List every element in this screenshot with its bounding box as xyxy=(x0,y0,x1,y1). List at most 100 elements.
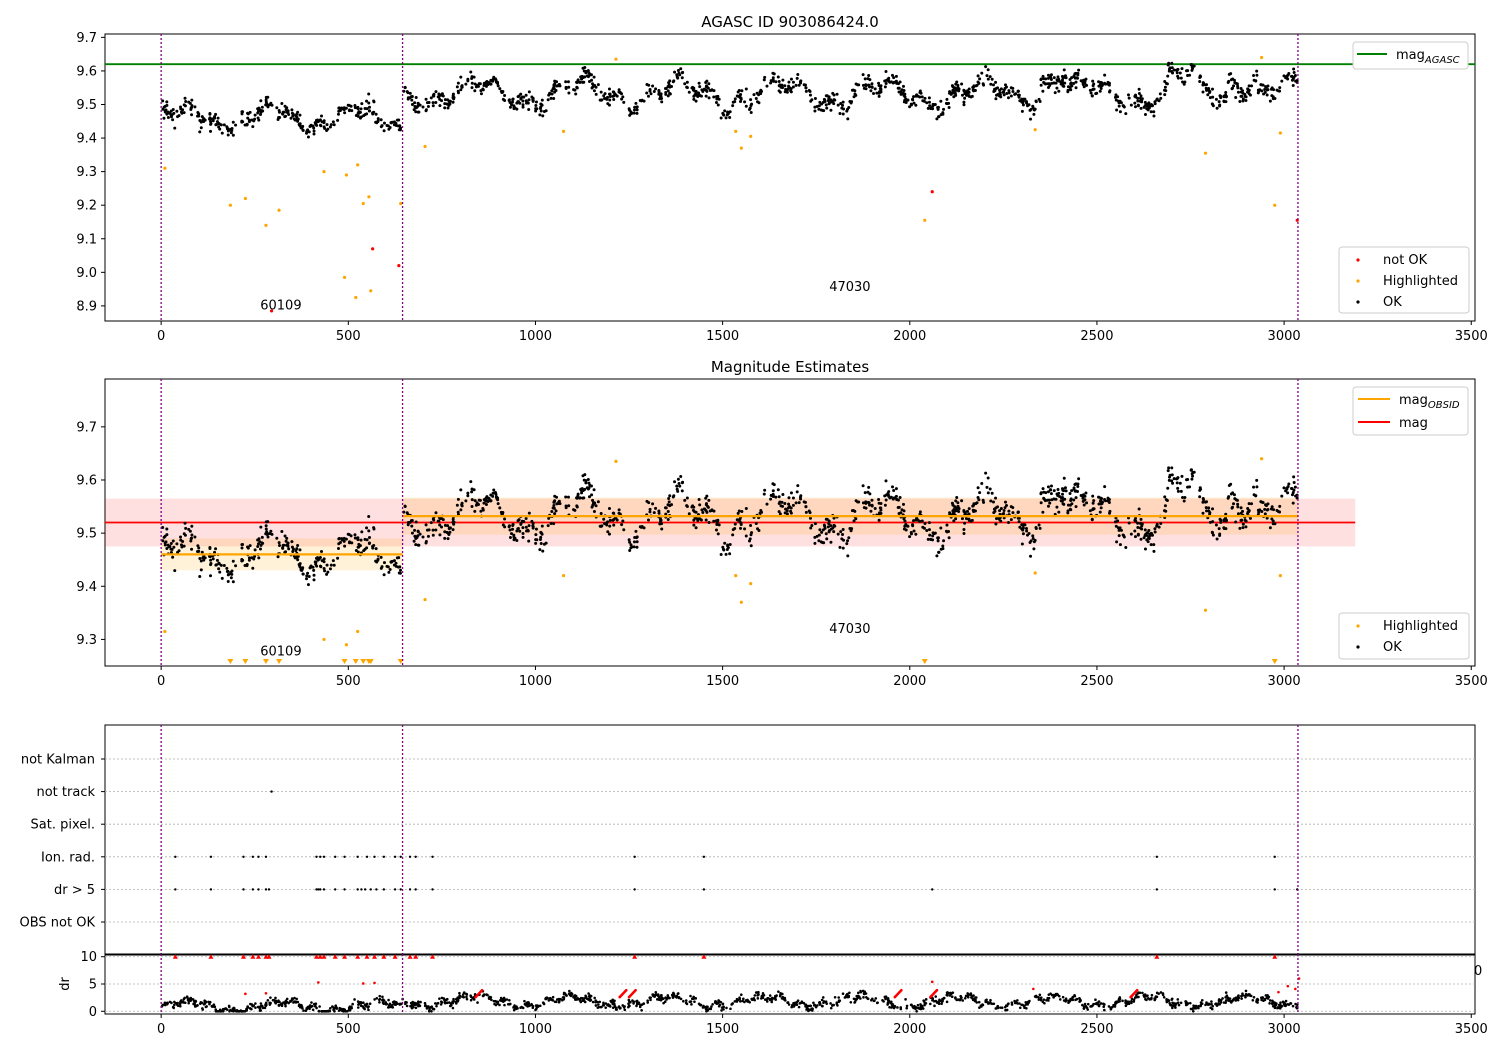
ok-point xyxy=(861,484,865,488)
ok-point xyxy=(990,491,994,495)
ok-point xyxy=(298,548,302,552)
dr-ok-point xyxy=(781,995,785,999)
ok-point xyxy=(337,536,341,540)
dr-ok-point xyxy=(254,1002,257,1005)
ok-point xyxy=(1049,73,1053,77)
dr-ok-point xyxy=(919,1003,922,1006)
ok-point xyxy=(359,538,363,542)
dr-ok-point xyxy=(1025,1003,1028,1006)
ok-point xyxy=(266,532,270,536)
ok-point xyxy=(259,525,263,529)
ok-point xyxy=(388,568,392,572)
dr-ok-point xyxy=(1170,1004,1174,1007)
ok-point xyxy=(962,527,966,531)
ok-point xyxy=(1114,516,1118,520)
ok-point xyxy=(1055,505,1059,509)
ok-point xyxy=(260,535,264,539)
ok-point xyxy=(434,101,438,105)
ok-point xyxy=(1188,73,1192,77)
ok-point xyxy=(739,526,743,530)
ok-point xyxy=(306,128,310,132)
dr-ytick-label: 10 xyxy=(80,950,97,965)
ok-point xyxy=(914,532,918,536)
ok-point xyxy=(698,85,702,89)
ok-point xyxy=(1263,512,1267,516)
dr-ok-point xyxy=(992,1002,996,1006)
ok-point xyxy=(827,519,831,523)
ok-point xyxy=(726,544,730,548)
dr-ok-point xyxy=(1219,1001,1223,1004)
ok-point xyxy=(177,114,181,118)
ok-point xyxy=(608,524,612,528)
ok-point xyxy=(999,506,1003,510)
ok-point xyxy=(841,527,845,531)
dr-ok-point xyxy=(1196,1006,1200,1009)
dr-ok-point xyxy=(377,998,381,1002)
ok-point xyxy=(726,111,730,115)
ok-point xyxy=(1275,88,1279,92)
ok-point xyxy=(1066,511,1070,515)
ok-point xyxy=(1061,502,1065,506)
ok-point xyxy=(1029,539,1033,543)
ok-point xyxy=(214,563,218,567)
dr-ok-point xyxy=(1210,1002,1213,1006)
dr-ok-point xyxy=(1121,999,1124,1003)
dr-ok-point xyxy=(994,1007,998,1010)
ok-point xyxy=(564,495,568,499)
dr-ok-point xyxy=(701,1006,705,1009)
dr-ok-point xyxy=(442,997,446,1000)
ok-point xyxy=(296,110,300,114)
ok-point xyxy=(1108,509,1112,513)
ok-point xyxy=(648,89,652,93)
ok-point xyxy=(1149,110,1153,114)
ok-point xyxy=(1238,100,1242,104)
ok-point xyxy=(275,536,279,540)
ok-point xyxy=(498,506,502,510)
ok-point xyxy=(864,501,868,505)
dr-ok-point xyxy=(172,1006,176,1010)
ok-point xyxy=(1122,105,1126,109)
ok-point xyxy=(553,499,557,503)
ok-point xyxy=(777,84,781,88)
ok-point xyxy=(337,109,341,113)
ok-point xyxy=(1179,489,1183,493)
dr-ok-point xyxy=(1070,998,1074,1001)
ok-point xyxy=(1069,81,1073,85)
ok-point xyxy=(1066,503,1070,507)
ok-point xyxy=(676,76,680,80)
ok-point xyxy=(592,89,596,93)
flag-point xyxy=(382,888,386,891)
dr-ok-point xyxy=(296,1000,300,1004)
ok-point xyxy=(784,87,788,91)
ok-point xyxy=(873,506,877,510)
dr-ok-point xyxy=(945,993,949,997)
dr-ok-point xyxy=(439,1000,443,1003)
ok-point xyxy=(162,535,166,539)
ok-point xyxy=(861,83,865,87)
ok-point xyxy=(809,526,813,530)
ok-point xyxy=(1290,74,1294,78)
dr-ok-point xyxy=(214,1009,218,1013)
ok-point xyxy=(867,485,871,489)
ok-point xyxy=(666,518,670,522)
ok-point xyxy=(607,507,611,511)
ok-point xyxy=(1020,109,1024,113)
clipped-marker xyxy=(360,659,367,664)
ok-point xyxy=(605,521,609,525)
dr-ok-point xyxy=(451,1001,455,1005)
ok-point xyxy=(608,98,612,102)
ok-point xyxy=(769,79,773,83)
ok-point xyxy=(692,505,696,509)
dr-ok-point xyxy=(1276,1006,1279,1010)
dr-ok-point xyxy=(1191,1009,1195,1013)
dr-ok-point xyxy=(717,999,721,1003)
ok-point xyxy=(1057,510,1061,514)
ok-point xyxy=(622,528,626,532)
ok-point xyxy=(585,74,589,78)
ok-point xyxy=(984,65,988,69)
estimates-title: Magnitude Estimates xyxy=(711,358,869,376)
dr-ok-point xyxy=(1155,991,1159,995)
ok-point xyxy=(479,509,483,513)
ok-point xyxy=(189,539,193,543)
